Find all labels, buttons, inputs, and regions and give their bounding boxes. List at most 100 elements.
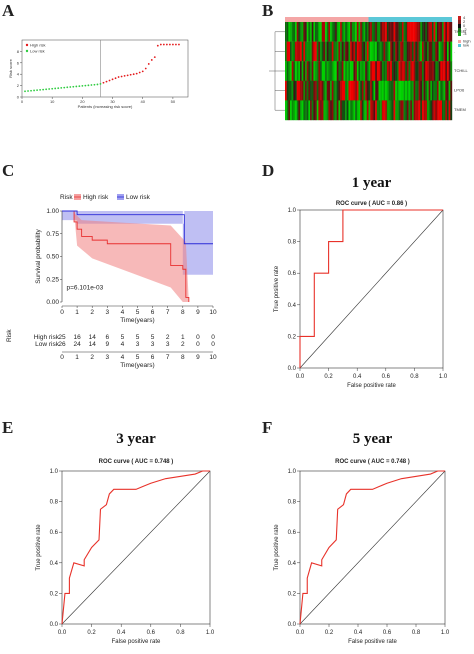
data-point (99, 82, 102, 85)
heatmap-cell (380, 100, 383, 121)
heatmap-cell (311, 61, 314, 81)
heatmap-cell (420, 100, 423, 121)
risk-count: 4 (121, 341, 125, 348)
y-tick-label: 8 (17, 49, 20, 54)
annotation-high (285, 17, 369, 22)
heatmap-cell (381, 80, 384, 101)
heatmap-cell (363, 61, 366, 81)
heatmap-cell (306, 41, 309, 62)
heatmap-cell (298, 61, 301, 81)
heatmap-cell (321, 100, 324, 121)
heatmap-cell (396, 41, 399, 62)
heatmap-cell (410, 80, 413, 101)
heatmap-cell (358, 100, 361, 121)
data-point (54, 87, 57, 90)
heatmap-cell (328, 100, 331, 121)
heatmap-cell (395, 80, 398, 101)
x-tick-label: 10 (50, 99, 55, 104)
heatmap-cell (353, 61, 356, 81)
heatmap-cell (433, 100, 436, 121)
heatmap-cell (400, 61, 403, 81)
heatmap-cell (411, 22, 414, 42)
data-point (45, 88, 48, 91)
heatmap-cell (393, 41, 396, 62)
heatmap-cell (288, 41, 291, 62)
heatmap-cell (425, 61, 428, 81)
y-axis-label: True positive rate (274, 524, 280, 571)
heatmap-cell (311, 80, 314, 101)
legend-swatch (458, 32, 461, 36)
heatmap-cell (443, 100, 446, 121)
heatmap-cell (423, 22, 426, 42)
heatmap-cell (286, 41, 289, 62)
x-tick-label: 5 (136, 309, 140, 316)
heatmap-cell (328, 61, 331, 81)
heatmap-cell (441, 100, 444, 121)
heatmap-cell (341, 61, 344, 81)
x-tick-label: 7 (166, 309, 170, 316)
heatmap-cell (398, 61, 401, 81)
heatmap-cell (441, 41, 444, 62)
heatmap-cell (391, 41, 394, 62)
x-tick-label: 0.0 (296, 374, 305, 380)
heatmap-cell (351, 100, 354, 121)
x-tick-label: 1 (75, 309, 79, 316)
heatmap-cell (306, 100, 309, 121)
risk-count: 0 (211, 334, 215, 341)
heatmap-cell (360, 22, 363, 42)
heatmap-cell (336, 61, 339, 81)
heatmap-cell (396, 22, 399, 42)
heatmap-cell (305, 61, 307, 81)
heatmap-cell (328, 41, 331, 62)
heatmap-cell (305, 41, 307, 62)
heatmap-cell (450, 61, 453, 81)
heatmap-cell (320, 22, 322, 42)
heatmap-cell (423, 61, 426, 81)
heatmap-cell (423, 80, 426, 101)
heatmap-cell (353, 22, 356, 42)
risk-score-plot: 0 10 20 30 40 50 0 2 4 6 8 Patients (increasing ris… (8, 39, 189, 109)
heatmap-cell (406, 22, 409, 42)
heatmap-cell (350, 80, 352, 101)
heatmap-cell (448, 61, 451, 81)
panel-letter-a: A (2, 1, 15, 20)
heatmap-cell (356, 100, 359, 121)
heatmap-cell (450, 22, 453, 42)
heatmap-cell (325, 41, 327, 62)
heatmap-cell (308, 22, 311, 42)
heatmap-cell (316, 61, 319, 81)
data-point (48, 88, 51, 90)
heatmap-cell (308, 61, 311, 81)
heatmap-cell (436, 100, 439, 121)
heatmap-cell (298, 80, 301, 101)
heatmap-cell (288, 100, 291, 121)
heatmap-cell (340, 41, 342, 62)
heatmap-cell (325, 80, 327, 101)
heatmap-cell (296, 80, 299, 101)
heatmap-cell (320, 41, 322, 62)
heatmap-cell (441, 22, 444, 42)
heatmap-cell (383, 100, 386, 121)
heatmap-cell (426, 22, 429, 42)
heatmap-cell (448, 22, 451, 42)
heatmap-cell (421, 41, 424, 62)
x-tick-label: 0.2 (325, 630, 334, 636)
heatmap-cell (331, 22, 334, 42)
data-point (102, 81, 105, 84)
data-point (27, 90, 29, 92)
x-tick-label: 6 (151, 309, 155, 316)
heatmap-cell (315, 100, 317, 121)
y-tick-label: 0.00 (46, 299, 59, 306)
heatmap-cell (326, 61, 329, 81)
legend-marker (25, 43, 29, 47)
heatmap-cell (333, 41, 336, 62)
annotation-label: low (463, 43, 469, 48)
y-tick-label: 0.0 (50, 622, 59, 628)
data-point (175, 43, 177, 46)
heatmap-cell (338, 41, 341, 62)
heatmap-cell (426, 41, 429, 62)
heatmap-cell (325, 22, 327, 42)
heatmap-cell (315, 61, 317, 81)
heatmap-cell (321, 22, 324, 42)
x-tick-label: 3 (105, 309, 109, 316)
